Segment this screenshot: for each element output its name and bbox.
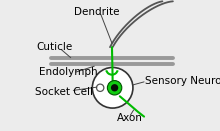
Circle shape (92, 67, 133, 108)
Text: Endolymph: Endolymph (39, 67, 97, 77)
Text: Socket Cell: Socket Cell (35, 87, 93, 97)
Circle shape (111, 84, 118, 91)
Text: Dendrite: Dendrite (74, 7, 120, 17)
Text: Sensory Neuron: Sensory Neuron (145, 76, 220, 86)
Circle shape (107, 81, 122, 95)
Text: Cuticle: Cuticle (37, 42, 73, 52)
Text: Axon: Axon (117, 113, 143, 123)
Circle shape (97, 84, 104, 91)
